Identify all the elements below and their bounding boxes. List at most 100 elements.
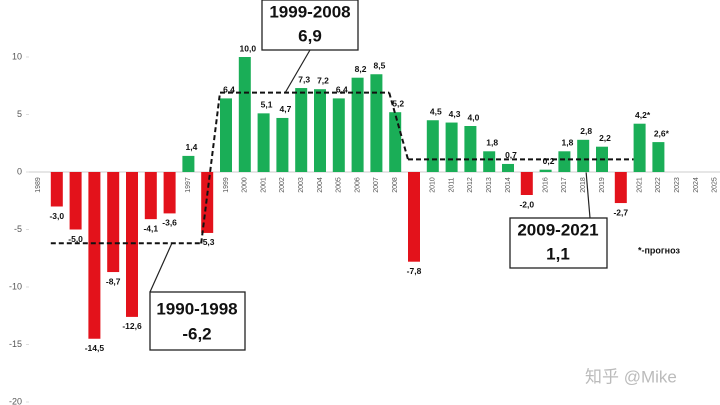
value-label: 5,1: [261, 100, 273, 110]
value-label: 4,2*: [635, 110, 651, 120]
y-tick-label: 10: [12, 51, 22, 61]
y-tick-label: -20: [9, 396, 22, 405]
value-label: 10,0: [240, 43, 257, 53]
value-label: 2,6*: [654, 128, 670, 138]
value-label: 0,7: [505, 150, 517, 160]
value-label: -3,6: [162, 218, 177, 228]
watermark: 知乎 @Mike: [585, 367, 677, 386]
x-tick-label: 2012: [467, 177, 474, 193]
value-label: -5,0: [68, 234, 83, 244]
value-label: 6,4: [223, 85, 235, 95]
bar: [50, 172, 63, 207]
period-value: 6,9: [298, 26, 322, 45]
period-box: [261, 0, 359, 51]
value-label: 1,8: [561, 138, 573, 148]
value-label: 4,5: [430, 107, 442, 117]
x-tick-label: 2023: [674, 177, 681, 193]
period-value: -6,2: [182, 324, 211, 343]
period-label: 1990-1998: [156, 299, 237, 318]
x-tick-label: 2002: [279, 177, 286, 193]
y-tick-label: -5: [14, 224, 22, 234]
bar: [314, 89, 326, 172]
bar: [182, 155, 195, 172]
period-connector: [200, 92, 221, 244]
bar: [539, 169, 552, 172]
bar: [502, 163, 514, 172]
x-tick-label: 2019: [599, 177, 606, 193]
x-tick-label: 2014: [505, 177, 512, 193]
value-label: -4,1: [143, 223, 158, 233]
value-label: 7,2: [317, 75, 329, 85]
x-tick-label: 2021: [636, 177, 643, 193]
bar: [408, 172, 420, 262]
x-tick-label: 2005: [336, 177, 343, 193]
period-connector: [388, 92, 409, 160]
bar: [351, 77, 364, 172]
bar: [445, 122, 458, 172]
value-label: 2,2: [599, 133, 611, 143]
value-label: -8,7: [106, 276, 121, 286]
x-tick-label: 2024: [693, 177, 700, 193]
bar: [558, 151, 571, 172]
bar: [220, 98, 232, 172]
value-label: -3,0: [49, 211, 64, 221]
y-tick-label: -15: [9, 339, 22, 349]
x-tick-label: 2003: [298, 177, 305, 193]
y-tick-label: -10: [9, 281, 22, 291]
bar: [426, 120, 439, 172]
x-tick-label: 2017: [561, 177, 568, 193]
period-label: 2009-2021: [517, 220, 598, 239]
callout-line: [149, 242, 173, 293]
value-label: 7,3: [298, 74, 310, 84]
value-label: 8,2: [355, 64, 367, 74]
bar: [257, 113, 270, 172]
period-box: [509, 217, 608, 269]
bar: [238, 57, 251, 172]
bar: [295, 88, 308, 172]
bar: [332, 98, 345, 172]
value-label: 5,2: [392, 98, 404, 108]
bar: [69, 172, 82, 230]
callout-line: [284, 49, 311, 94]
bar: [483, 151, 496, 172]
value-label: 4,3: [449, 109, 461, 119]
x-tick-label: 2018: [580, 177, 587, 193]
bar: [107, 172, 120, 273]
value-label: 1,8: [486, 138, 498, 148]
value-label: -2,0: [519, 199, 534, 209]
period-value: 1,1: [546, 244, 570, 263]
x-tick-label: 2013: [486, 177, 493, 193]
period-box: [149, 291, 246, 351]
bar: [652, 142, 665, 172]
bar: [520, 172, 533, 195]
bar: [614, 172, 627, 204]
note: *-прогноз: [638, 245, 680, 255]
bar: [389, 112, 402, 172]
x-tick-label: 2010: [430, 177, 437, 193]
x-tick-label: 2007: [373, 177, 380, 193]
bar: [577, 139, 590, 172]
x-tick-label: 2006: [354, 177, 361, 193]
value-label: 1,4: [185, 142, 197, 152]
bar: [126, 172, 138, 317]
value-label: 4,0: [467, 112, 479, 122]
x-tick-label: 1999: [223, 177, 230, 193]
bar: [88, 172, 101, 339]
x-tick-label: 2001: [260, 177, 267, 193]
x-tick-label: 1989: [35, 177, 42, 193]
bar: [370, 74, 383, 172]
x-tick-label: 2016: [542, 177, 549, 193]
x-tick-label: 2008: [392, 177, 399, 193]
bar: [144, 172, 157, 220]
bar: [163, 172, 176, 214]
period-label: 1999-2008: [269, 2, 350, 21]
value-label: -2,7: [613, 207, 628, 217]
value-label: -12,6: [122, 321, 142, 331]
x-tick-label: 2025: [712, 177, 719, 193]
bar: [464, 126, 477, 172]
bar: [633, 123, 646, 172]
value-label: 4,7: [279, 104, 291, 114]
x-tick-label: 1997: [185, 177, 192, 193]
value-label: 8,5: [373, 61, 385, 71]
